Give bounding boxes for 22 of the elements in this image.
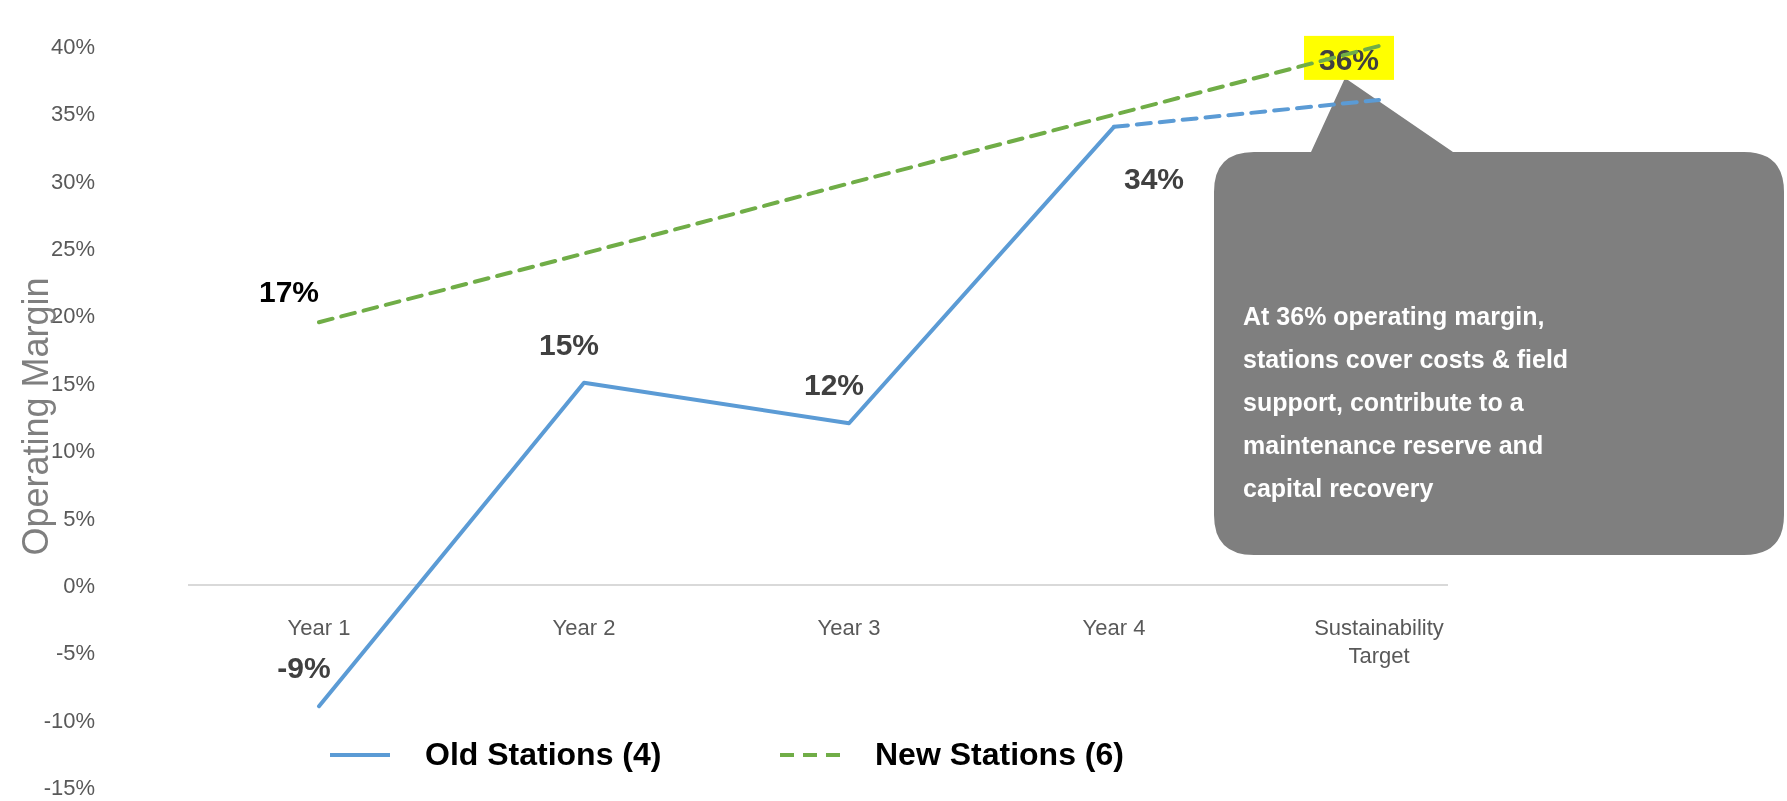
x-tick-label: Year 1 [287, 614, 351, 640]
y-tick-label: 0% [63, 572, 95, 598]
x-tick-label: Year 2 [552, 614, 616, 640]
annotation: 17% [258, 274, 320, 308]
y-tick-label: -5% [55, 640, 95, 666]
x-tick-label: Year 4 [1082, 614, 1146, 640]
y-tick-label: -10% [43, 707, 95, 733]
legend-label: New Stations (6) [875, 736, 1124, 772]
data-label: 12% [803, 368, 865, 402]
y-tick-label: 35% [50, 101, 95, 127]
annotation: At 36% operating margin, stations cover costs & field support, contribute to a maintenance reserve and capital recovery [1243, 302, 1569, 502]
x-tick-label: Sustainability Target [1314, 614, 1444, 668]
data-label: -9% [277, 651, 331, 685]
x-tick-label: Year 3 [817, 614, 881, 640]
y-tick-label: 5% [63, 505, 95, 531]
y-tick-label: -15% [43, 775, 95, 800]
data-label: 34% [1123, 161, 1185, 195]
y-tick-label: 30% [50, 168, 95, 194]
y-tick-label: 40% [50, 34, 95, 59]
data-label: 15% [538, 327, 600, 361]
y-tick-label: 25% [50, 236, 95, 262]
legend-label: Old Stations (4) [425, 736, 662, 772]
